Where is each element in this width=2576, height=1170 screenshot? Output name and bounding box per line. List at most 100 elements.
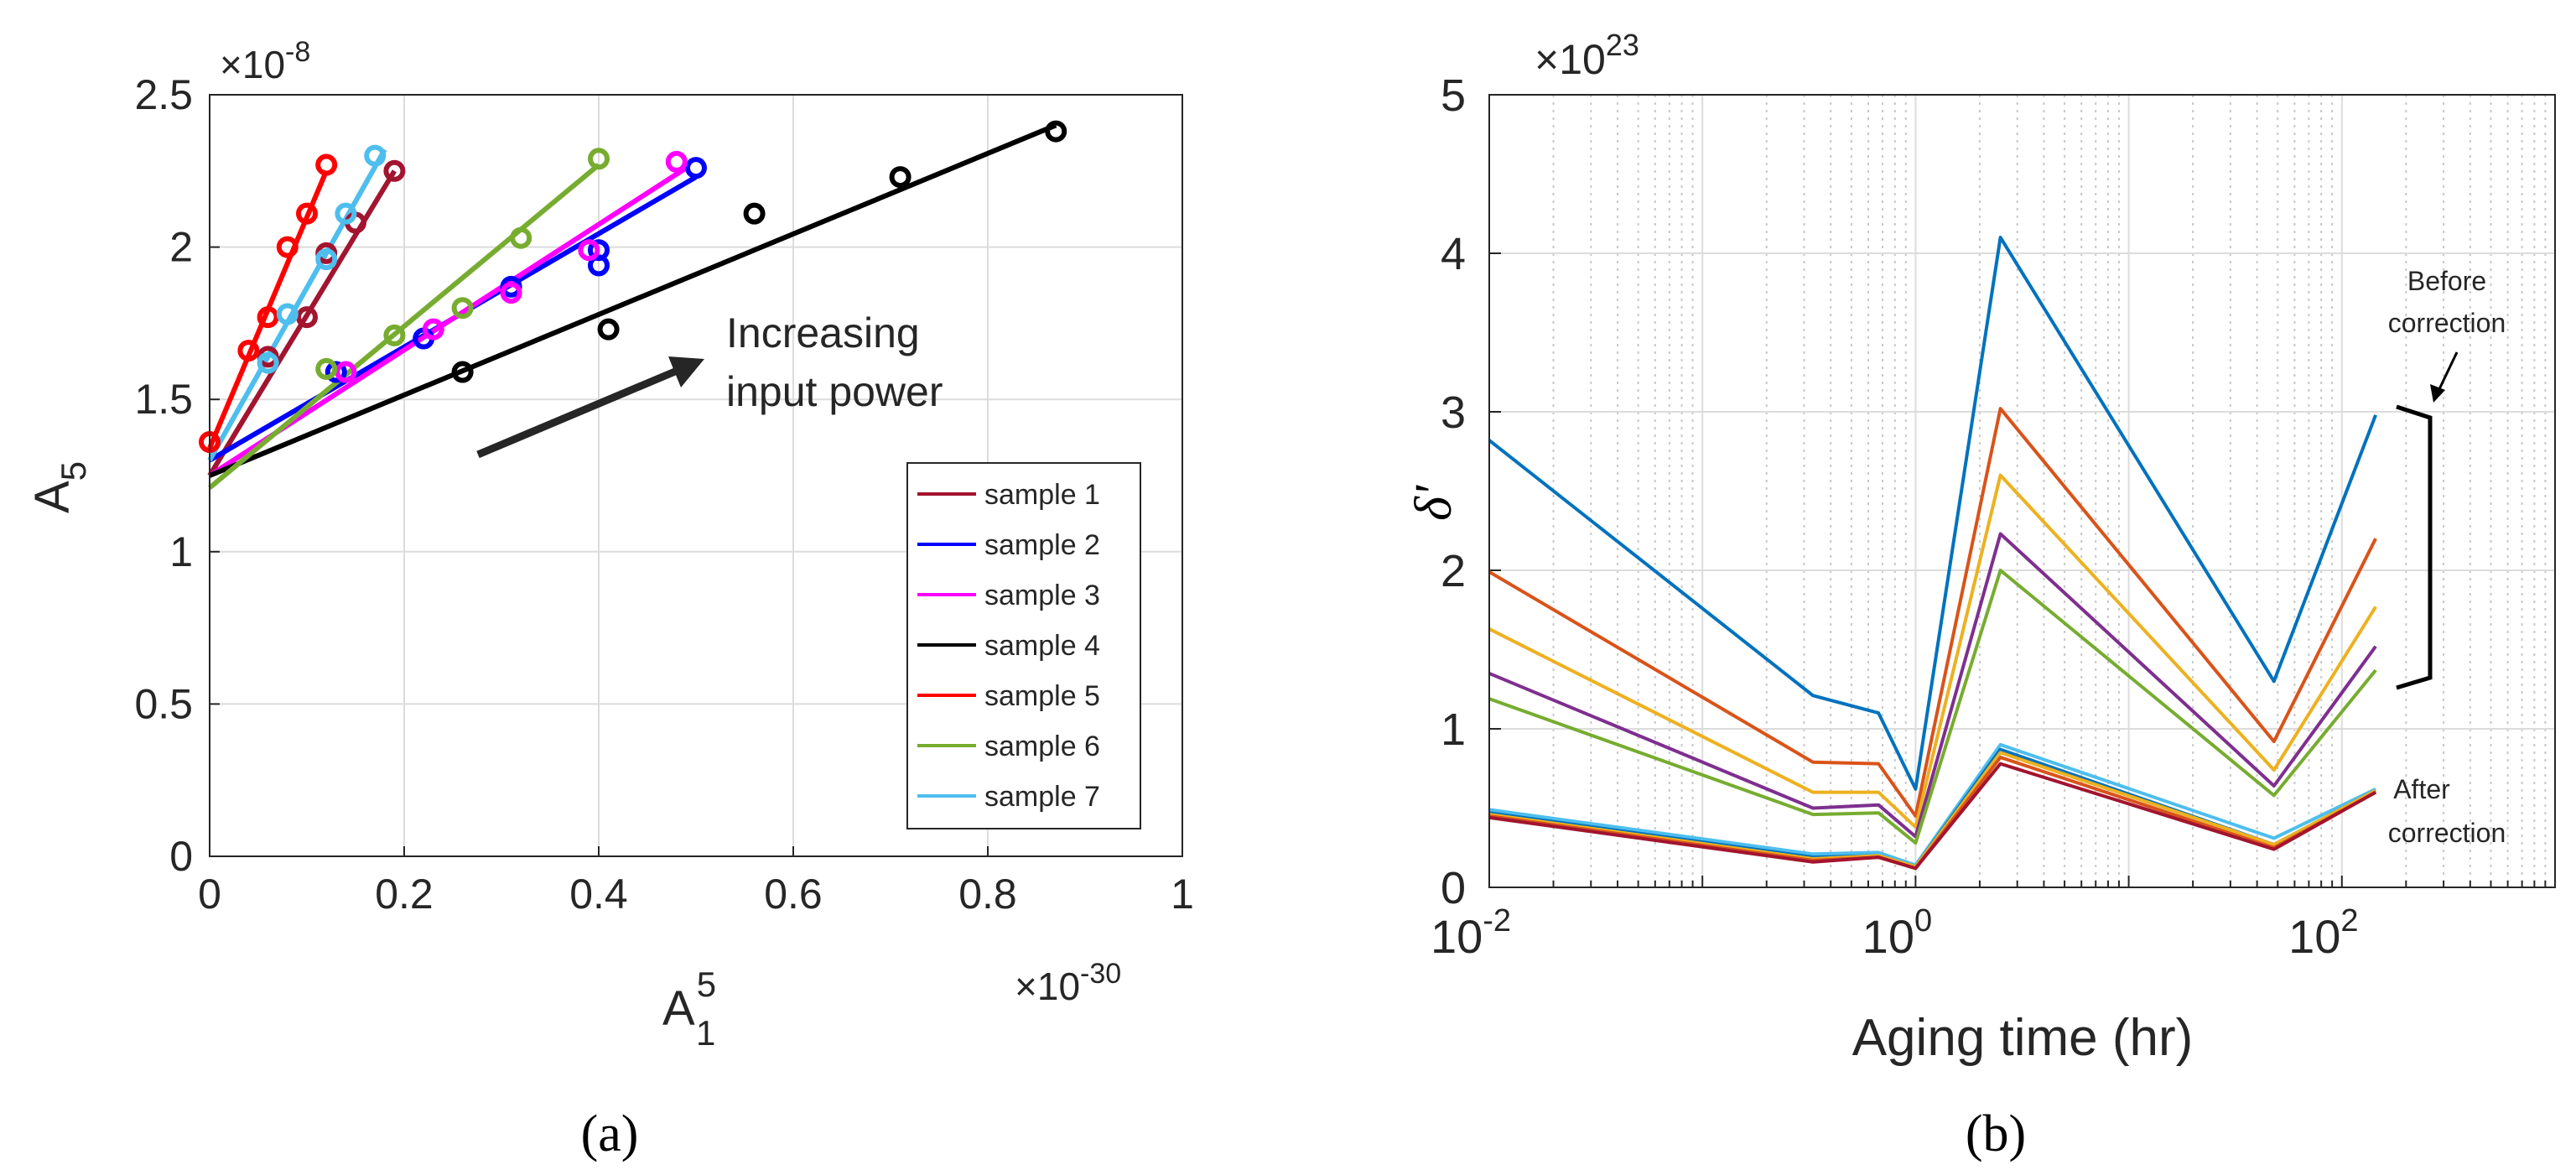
y-axis-label-a: A5 [25, 461, 93, 513]
marker-sample-1 [296, 306, 318, 329]
legend-label-sample-4: sample 4 [984, 630, 1100, 662]
before-correction-line-1: Before [2407, 266, 2486, 296]
x-tick-label-b-power: 2 [2340, 903, 2358, 939]
before-correction-arrowhead [2430, 384, 2445, 403]
legend-label-sample-3: sample 3 [984, 580, 1100, 611]
x-tick-label-b: 10-2 [1431, 903, 1511, 963]
x-tick-label-a: 0.4 [569, 871, 628, 918]
x-tick-label-b-base: 10 [1862, 910, 1914, 963]
marker-sample-6 [451, 297, 474, 320]
x-tick-label-b-base: 10 [2288, 910, 2340, 963]
y-tick-label-b: 3 [1441, 387, 1466, 438]
series-line-before-3 [1488, 473, 2377, 829]
annotation-line-2: input power [726, 368, 943, 415]
y-tick-label-a: 1 [169, 528, 193, 575]
marker-sample-4 [889, 166, 911, 189]
plot-b-background [1489, 95, 2555, 887]
annotation-line-1: Increasing [726, 309, 920, 356]
marker-sample-4 [1045, 120, 1067, 143]
marker-sample-5 [315, 153, 338, 176]
marker-sample-7 [315, 248, 338, 271]
marker-sample-2 [325, 361, 347, 383]
panel-a-caption: (a) [581, 1105, 639, 1162]
panel-b-caption: (b) [1966, 1105, 2026, 1162]
x-tick-label-b-power: -2 [1483, 903, 1511, 939]
legend-label-sample-7: sample 7 [984, 781, 1100, 813]
series-line-before-2 [1488, 407, 2377, 818]
y-tick-label-b: 4 [1441, 229, 1466, 279]
y-exponent-b: ×1023 [1535, 28, 1639, 83]
marker-sample-3 [665, 150, 688, 173]
plot-b-lines [1488, 236, 2377, 871]
fit-line-sample-7 [207, 148, 387, 462]
before-correction-arrow [2437, 351, 2459, 392]
marker-sample-4 [743, 202, 766, 225]
y-tick-label-b: 1 [1441, 705, 1466, 755]
plot-b-frame [1488, 94, 2556, 888]
x-tick-label-b: 100 [1862, 903, 1932, 963]
x-axis-label-a: A5 1 [662, 965, 716, 1053]
legend-label-sample-6: sample 6 [984, 731, 1100, 762]
marker-sample-3 [422, 318, 444, 341]
series-line-before-5 [1488, 569, 2377, 845]
y-tick-label-b: 0 [1441, 863, 1466, 913]
marker-sample-7 [364, 144, 387, 167]
marker-sample-7 [276, 303, 299, 325]
marker-sample-2 [685, 157, 707, 179]
marker-sample-5 [296, 202, 318, 225]
x-tick-label-a: 0.8 [958, 871, 1017, 918]
marker-sample-4 [597, 318, 620, 341]
after-correction-line-1: After [2393, 774, 2450, 804]
y-tick-label-a: 1.5 [134, 376, 193, 423]
y-tick-label-a: 0 [169, 833, 193, 880]
marker-sample-5 [237, 340, 260, 362]
marker-sample-6 [315, 357, 338, 380]
correction-bracket [2396, 404, 2433, 690]
marker-sample-3 [578, 239, 600, 262]
x-axis-label-b: Aging time (hr) [1852, 1009, 2194, 1067]
increasing-power-arrow [476, 365, 683, 459]
y-exponent-a: ×10-8 [220, 36, 310, 86]
legend-label-sample-1: sample 1 [984, 479, 1100, 511]
series-line-before-1 [1488, 236, 2377, 791]
marker-sample-6 [588, 148, 610, 170]
series-line-before-4 [1488, 532, 2377, 839]
marker-sample-3 [500, 282, 522, 304]
marker-sample-6 [510, 226, 532, 249]
marker-sample-7 [257, 351, 279, 374]
after-correction-line-2: correction [2388, 818, 2506, 848]
fit-line-sample-6 [208, 163, 600, 490]
marker-sample-5 [276, 236, 299, 258]
y-tick-label-b: 2 [1441, 546, 1466, 596]
y-axis-label-b: δ' [1405, 484, 1462, 521]
x-tick-label-b-power: 0 [1914, 903, 1932, 939]
y-tick-label-b: 5 [1441, 70, 1466, 121]
x-tick-label-a: 0.2 [375, 871, 434, 918]
marker-sample-6 [383, 324, 406, 346]
x-exponent-a: ×10-30 [1015, 958, 1121, 1008]
increasing-power-arrowhead [668, 356, 704, 387]
marker-sample-5 [257, 306, 279, 329]
x-tick-label-b: 102 [2288, 903, 2358, 963]
y-tick-label-a: 2.5 [134, 71, 193, 118]
plot-a-ticks: 0 0.2 0.4 0.6 0.8 1 0 0.5 1 1.5 2 2.5 [134, 71, 1193, 918]
marker-sample-2 [588, 239, 610, 262]
before-correction-line-2: correction [2388, 308, 2506, 338]
panel-a-chart: 0 0.2 0.4 0.6 0.8 100.511.522.5 ×10-8 ×10-30 … [25, 36, 1194, 1053]
x-tick-label-b-base: 10 [1431, 910, 1483, 963]
x-tick-label-a: 0 [198, 871, 221, 918]
x-tick-label-a: 0.6 [764, 871, 823, 918]
legend-label-sample-2: sample 2 [984, 529, 1100, 561]
legend-label-sample-5: sample 5 [984, 680, 1100, 712]
fit-line-sample-4 [208, 122, 1057, 478]
legend-a: sample 1 sample 2 sample 3 sample 4 sample 5… [906, 462, 1141, 829]
marker-sample-7 [335, 202, 357, 225]
series-line-after-5 [1488, 762, 2377, 871]
y-tick-label-a: 0.5 [134, 680, 193, 727]
y-tick-label-a: 2 [169, 224, 193, 271]
marker-sample-3 [335, 361, 357, 383]
marker-sample-4 [451, 361, 474, 383]
